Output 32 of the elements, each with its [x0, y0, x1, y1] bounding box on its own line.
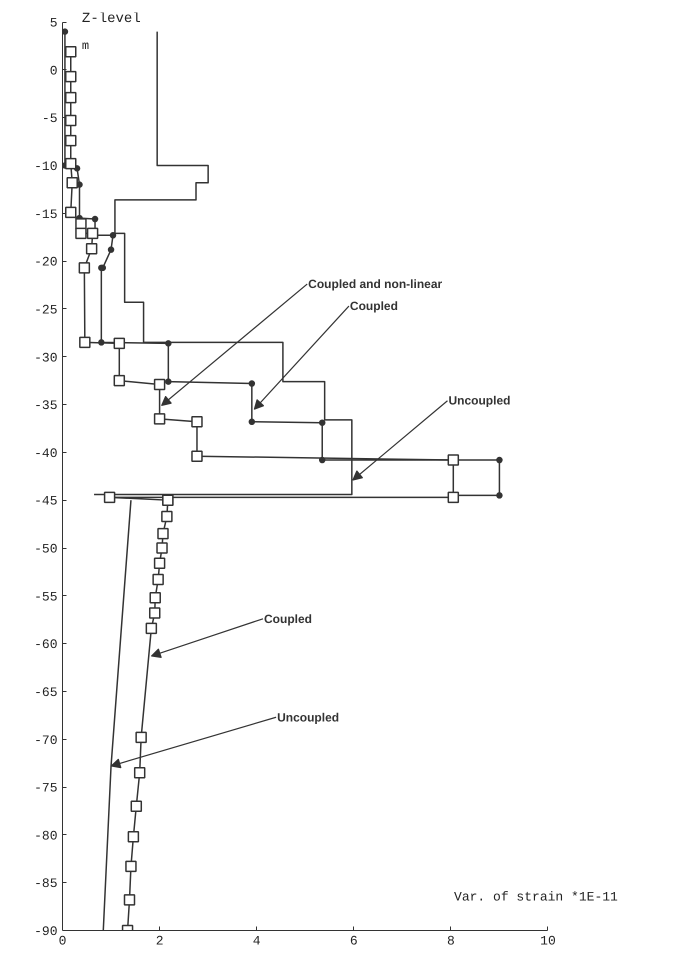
annotation: Coupled and non-linear — [308, 277, 443, 292]
y-tick-label: -35 — [34, 398, 58, 414]
y-tick-label: -50 — [34, 542, 58, 556]
x-tick-label: 10 — [540, 934, 556, 948]
annotation: m — [82, 38, 90, 53]
y-tick-label: -75 — [34, 780, 58, 796]
y-tick-label: -60 — [34, 637, 58, 652]
x-tick-label: 8 — [446, 934, 455, 948]
y-tick-label: -65 — [34, 684, 58, 700]
x-tick-label: 2 — [156, 934, 164, 948]
y-tick-label: -40 — [34, 446, 58, 461]
x-tick-label: 6 — [350, 934, 358, 948]
y-tick-label: -45 — [34, 494, 58, 509]
y-tick-label: -30 — [34, 350, 58, 366]
y-tick-label: -80 — [34, 828, 58, 844]
y-tick-label: -90 — [34, 924, 58, 939]
y-tick-label: -25 — [34, 302, 58, 318]
y-tick-label: -85 — [34, 876, 58, 892]
y-tick-label: -70 — [34, 732, 58, 748]
y-tick-label: 0 — [50, 63, 58, 78]
annotation: Coupled — [350, 299, 398, 314]
y-tick-label: -55 — [34, 589, 58, 604]
y-tick-label: -20 — [34, 254, 58, 270]
x-tick-label: 4 — [252, 934, 261, 948]
annotation: Uncoupled — [448, 394, 510, 408]
y-tick-label: 5 — [50, 16, 58, 31]
x-axis-title: Var. of strain *1E-11 — [454, 890, 618, 905]
y-tick-label: -10 — [34, 159, 58, 174]
y-tick-label: -15 — [34, 206, 58, 222]
annotation: Uncoupled — [277, 710, 340, 724]
annotation: Coupled — [264, 612, 312, 626]
y-tick-label: -5 — [42, 111, 58, 126]
